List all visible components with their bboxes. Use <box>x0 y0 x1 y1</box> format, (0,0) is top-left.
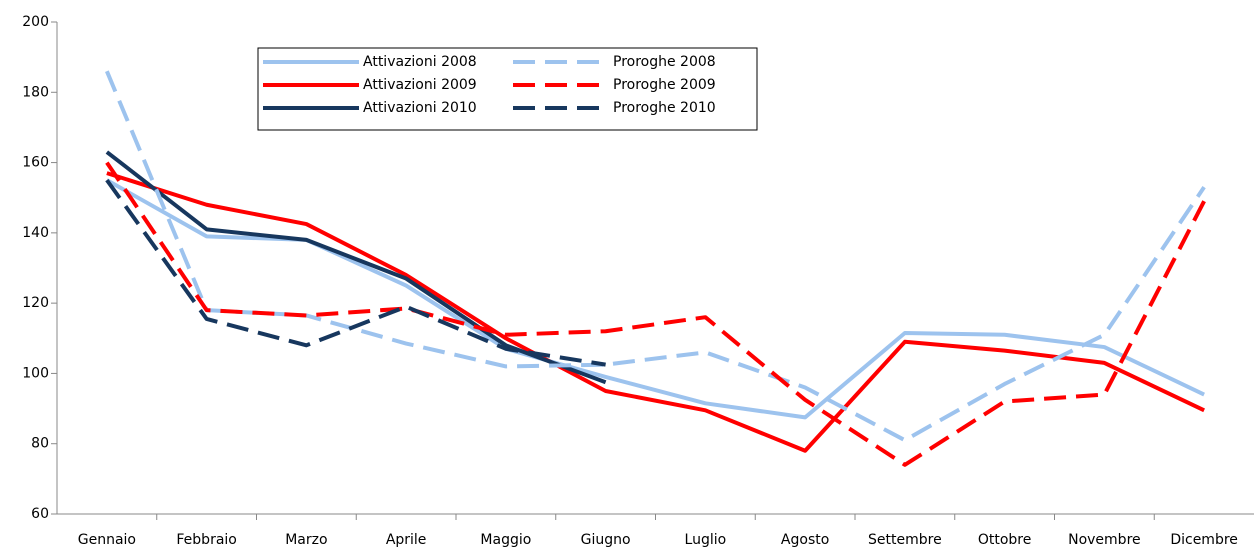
x-tick-label: Luglio <box>685 532 727 548</box>
x-tick-label: Novembre <box>1068 532 1141 548</box>
legend-label: Proroghe 2010 <box>613 100 716 116</box>
y-tick-label: 160 <box>22 155 49 171</box>
legend-label: Proroghe 2009 <box>613 77 716 93</box>
y-tick-label: 120 <box>22 295 49 311</box>
x-tick-label: Settembre <box>868 532 942 548</box>
legend-label: Attivazioni 2009 <box>363 77 477 93</box>
x-tick-label: Aprile <box>386 532 427 548</box>
series-line <box>105 161 1206 467</box>
x-tick-label: Gennaio <box>78 532 136 548</box>
x-tick-label: Dicembre <box>1170 532 1238 548</box>
y-tick-label: 60 <box>31 506 49 522</box>
x-tick-label: Ottobre <box>978 532 1032 548</box>
x-tick-label: Giugno <box>581 532 631 548</box>
y-tick-label: 80 <box>31 436 49 452</box>
x-tick-label: Agosto <box>781 532 829 548</box>
series-line <box>106 171 1205 453</box>
y-tick-label: 180 <box>22 84 49 100</box>
y-tick-label: 100 <box>22 365 49 381</box>
series-line <box>105 178 606 367</box>
x-tick-label: Marzo <box>285 532 327 548</box>
y-tick-label: 200 <box>22 14 49 30</box>
legend-label: Attivazioni 2010 <box>363 100 477 116</box>
legend-label: Attivazioni 2008 <box>363 54 477 70</box>
x-tick-label: Maggio <box>480 532 531 548</box>
x-tick-label: Febbraio <box>176 532 236 548</box>
series-line <box>105 70 1206 443</box>
legend-label: Proroghe 2008 <box>613 54 716 70</box>
series-line <box>105 150 607 385</box>
y-tick-label: 140 <box>22 225 49 241</box>
